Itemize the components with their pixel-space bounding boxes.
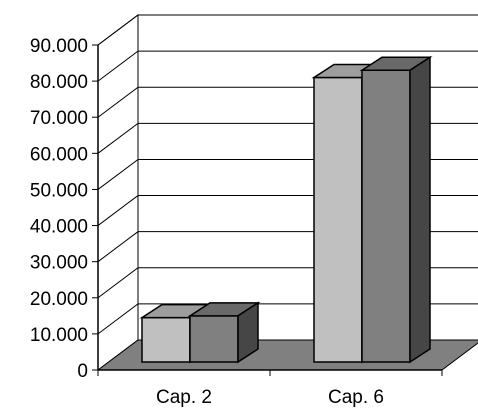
bar-front-face xyxy=(361,69,411,363)
bar-side-face xyxy=(237,301,259,364)
y-axis-tick-labels: 0 10.000 20.000 30.000 40.000 50.000 60.000 70.… xyxy=(30,36,88,382)
y-tick-label: 40.000 xyxy=(30,217,88,238)
bar-front-face xyxy=(313,76,363,363)
y-tick-label: 60.000 xyxy=(30,144,88,165)
chart-bars xyxy=(139,55,433,364)
y-tick-label: 50.000 xyxy=(30,180,88,201)
y-tick-label: 20.000 xyxy=(30,289,88,310)
side-wall xyxy=(97,14,139,371)
y-tick-label: 90.000 xyxy=(30,36,88,57)
y-tick-label: 10.000 xyxy=(30,325,88,346)
bar xyxy=(187,301,261,364)
bar xyxy=(359,55,433,364)
x-category-label: Cap. 2 xyxy=(156,387,212,408)
y-tick-label: 30.000 xyxy=(30,253,88,274)
chart-axes xyxy=(92,15,443,376)
x-category-label: Cap. 6 xyxy=(328,387,384,408)
y-tick-label: 70.000 xyxy=(30,108,88,129)
bar-front-face xyxy=(189,315,239,363)
x-axis-category-labels: Cap. 2 Cap. 6 xyxy=(156,387,384,408)
bar-front-face xyxy=(141,316,191,363)
y-tick-label: 80.000 xyxy=(30,72,88,93)
bar-side-face xyxy=(409,55,431,364)
y-tick-label: 0 xyxy=(77,361,88,382)
